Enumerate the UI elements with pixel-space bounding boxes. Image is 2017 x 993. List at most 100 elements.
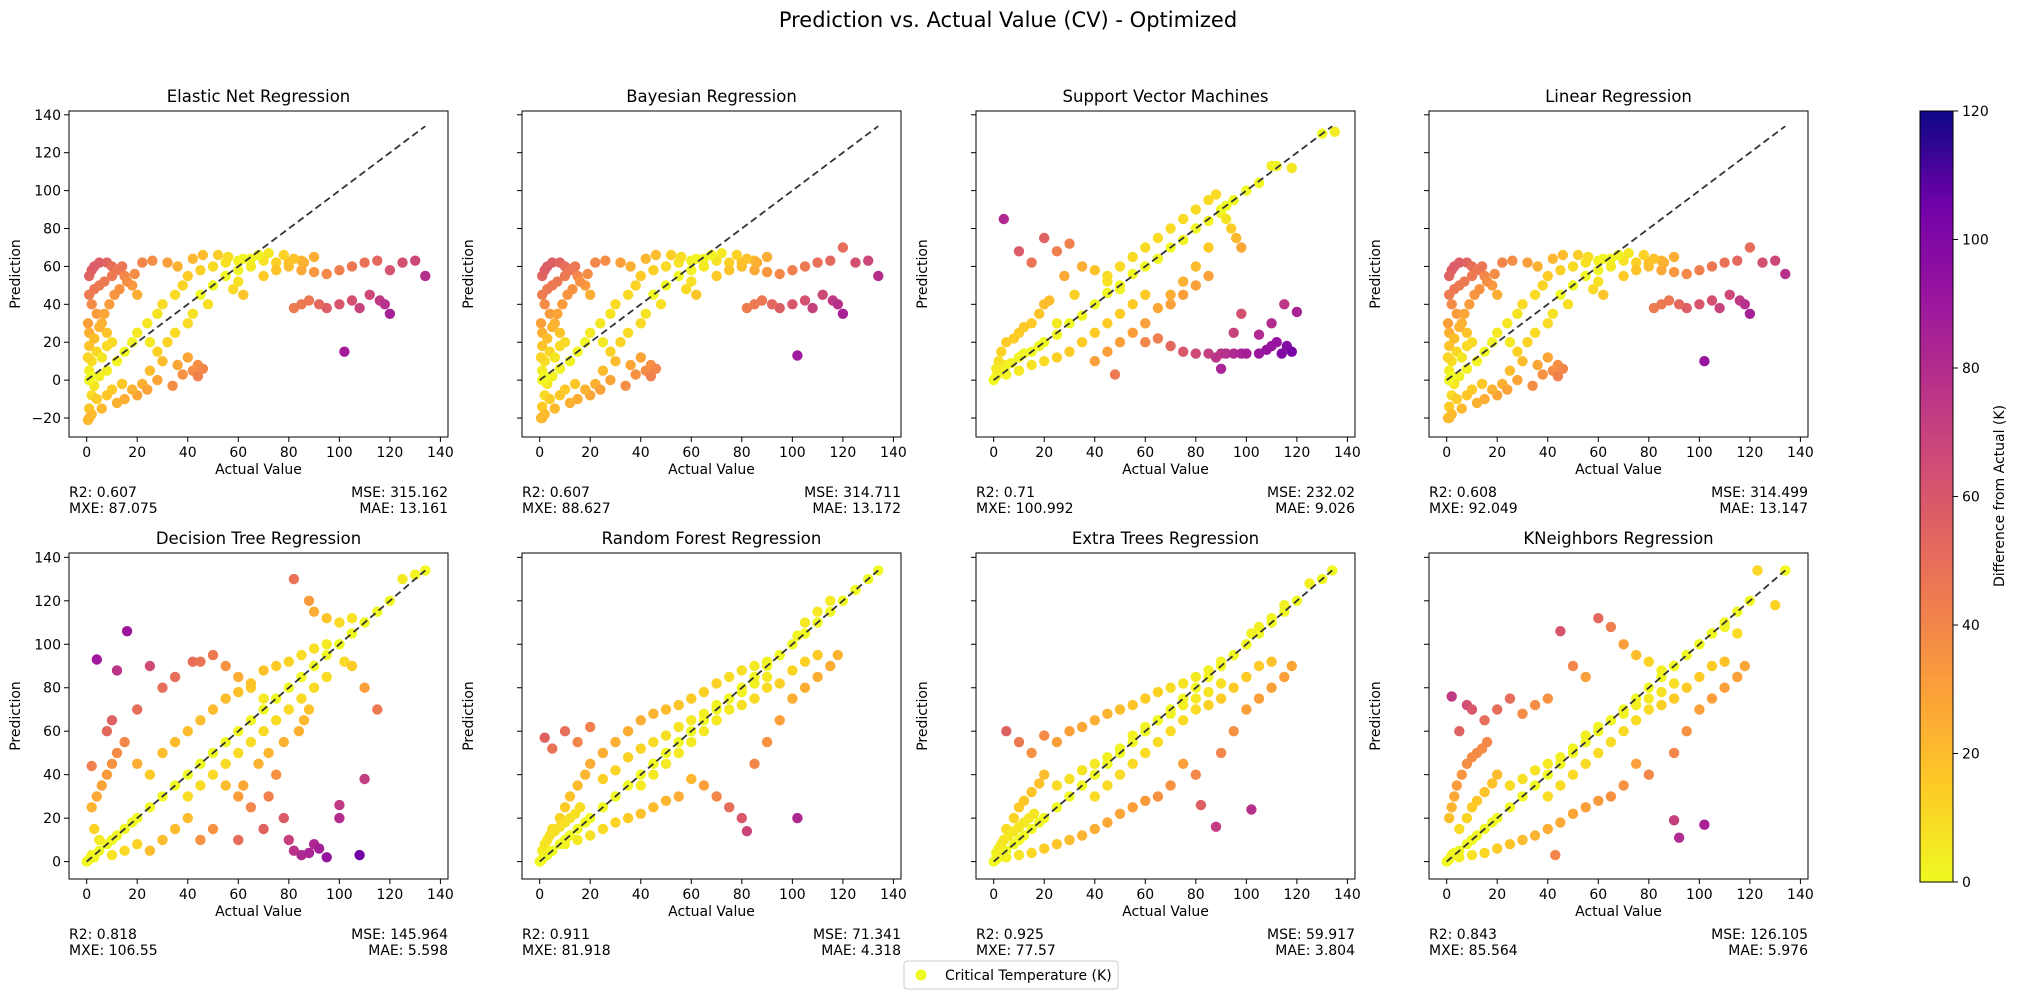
scatter-point: [106, 758, 118, 769]
scatter-point: [1127, 327, 1138, 338]
scatter-point: [557, 299, 568, 310]
y-axis-label: Prediction: [461, 239, 477, 309]
x-tick-label: 120: [1284, 887, 1311, 903]
scatter-point: [397, 257, 408, 268]
subplot-title: Decision Tree Regression: [156, 529, 361, 548]
scatter-point: [1064, 726, 1075, 737]
scatter-point: [169, 327, 181, 338]
scatter-point: [1013, 849, 1025, 861]
y-axis-label: Prediction: [8, 239, 24, 309]
scatter-point: [1694, 299, 1705, 310]
scatter-point: [1220, 348, 1232, 359]
scatter-point: [1459, 308, 1470, 319]
scatter-point: [1532, 359, 1543, 371]
scatter-point: [1694, 265, 1705, 276]
scatter-point: [334, 812, 345, 824]
scatter-point: [812, 257, 823, 268]
scatter-point: [233, 791, 244, 802]
scatter-point: [1178, 715, 1189, 726]
scatter-point: [1555, 780, 1566, 791]
scatter-point: [590, 257, 601, 268]
scatter-point: [1732, 255, 1743, 266]
scatter-point: [293, 726, 305, 737]
scatter-point: [96, 403, 108, 414]
x-tick-label: 140: [880, 887, 907, 903]
x-tick-label: 100: [326, 445, 353, 461]
scatter-point: [554, 340, 566, 352]
scatter-point: [1064, 773, 1075, 785]
scatter-point: [91, 791, 103, 802]
scatter-point: [1476, 378, 1488, 390]
scatter-point: [271, 715, 282, 726]
scatter-point: [1109, 369, 1121, 380]
scatter-point: [535, 352, 547, 363]
scatter-point: [1668, 678, 1680, 689]
scatter-point: [799, 617, 811, 628]
scatter-point: [372, 704, 383, 715]
scatter-point: [610, 817, 621, 828]
x-axis-label: Actual Value: [1122, 462, 1209, 478]
scatter-point: [610, 356, 621, 367]
scatter-point: [597, 337, 609, 348]
scatter-point: [308, 251, 320, 263]
scatter-point: [610, 765, 621, 776]
scatter-point: [552, 276, 563, 287]
scatter-point: [101, 726, 113, 737]
subplot-1: 0 20 40 60 80 100 120 140 Bayesian Regression Act…: [461, 87, 907, 517]
scatter-point: [288, 573, 300, 585]
scatter-point: [1492, 289, 1503, 300]
scatter-point: [1226, 223, 1237, 234]
scatter-point: [736, 812, 747, 824]
identity-line: [539, 569, 879, 863]
scatter-point: [1165, 708, 1176, 719]
scatter-point: [1034, 778, 1045, 789]
x-tick-label: 0: [82, 887, 91, 903]
x-tick-label: 40: [1539, 445, 1557, 461]
identity-line: [993, 569, 1333, 863]
subplot-4: 0 20 40 60 80 100 120 140 0 20 40 60 80 100 120 140 Deci…: [8, 529, 454, 959]
scatter-point: [665, 249, 677, 261]
scatter-point: [89, 333, 100, 344]
mae-stat: MAE: 5.598: [368, 943, 448, 959]
scatter-point: [1140, 337, 1151, 348]
scatter-point: [1152, 253, 1164, 264]
plot-area: [976, 111, 1355, 437]
scatter-point: [1770, 255, 1781, 266]
scatter-point: [1051, 246, 1063, 257]
scatter-point: [238, 253, 249, 264]
scatter-point: [313, 843, 325, 854]
scatter-point: [622, 289, 634, 300]
scatter-point: [1466, 704, 1478, 715]
identity-line: [539, 125, 879, 381]
scatter-point: [1102, 817, 1113, 828]
scatter-point: [1241, 671, 1252, 683]
scatter-point: [741, 302, 753, 314]
scatter-point: [711, 715, 722, 726]
scatter-point: [799, 682, 811, 693]
scatter-point: [698, 686, 710, 698]
scatter-point: [233, 834, 244, 846]
scatter-point: [157, 747, 168, 759]
scatter-point: [1555, 626, 1566, 637]
scatter-point: [1089, 758, 1101, 769]
x-tick-label: 140: [427, 887, 454, 903]
scatter-point: [1732, 628, 1743, 639]
scatter-point: [1517, 708, 1528, 719]
scatter-point: [129, 268, 140, 280]
scatter-point: [106, 849, 118, 861]
scatter-point: [1279, 600, 1290, 611]
mae-stat: MAE: 5.976: [1728, 943, 1808, 959]
scatter-point: [691, 253, 702, 264]
y-axis-label: Prediction: [915, 239, 931, 309]
scatter-point: [547, 321, 558, 333]
scatter-point: [233, 747, 244, 759]
y-axis-label: Prediction: [915, 681, 931, 751]
scatter-point: [1479, 786, 1490, 798]
scatter-point: [1140, 242, 1151, 253]
scatter-point: [116, 261, 128, 272]
scatter-point: [850, 257, 861, 268]
scatter-point: [195, 265, 206, 276]
scatter-point: [1246, 628, 1257, 639]
scatter-point: [1580, 730, 1591, 741]
scatter-point: [106, 270, 118, 282]
